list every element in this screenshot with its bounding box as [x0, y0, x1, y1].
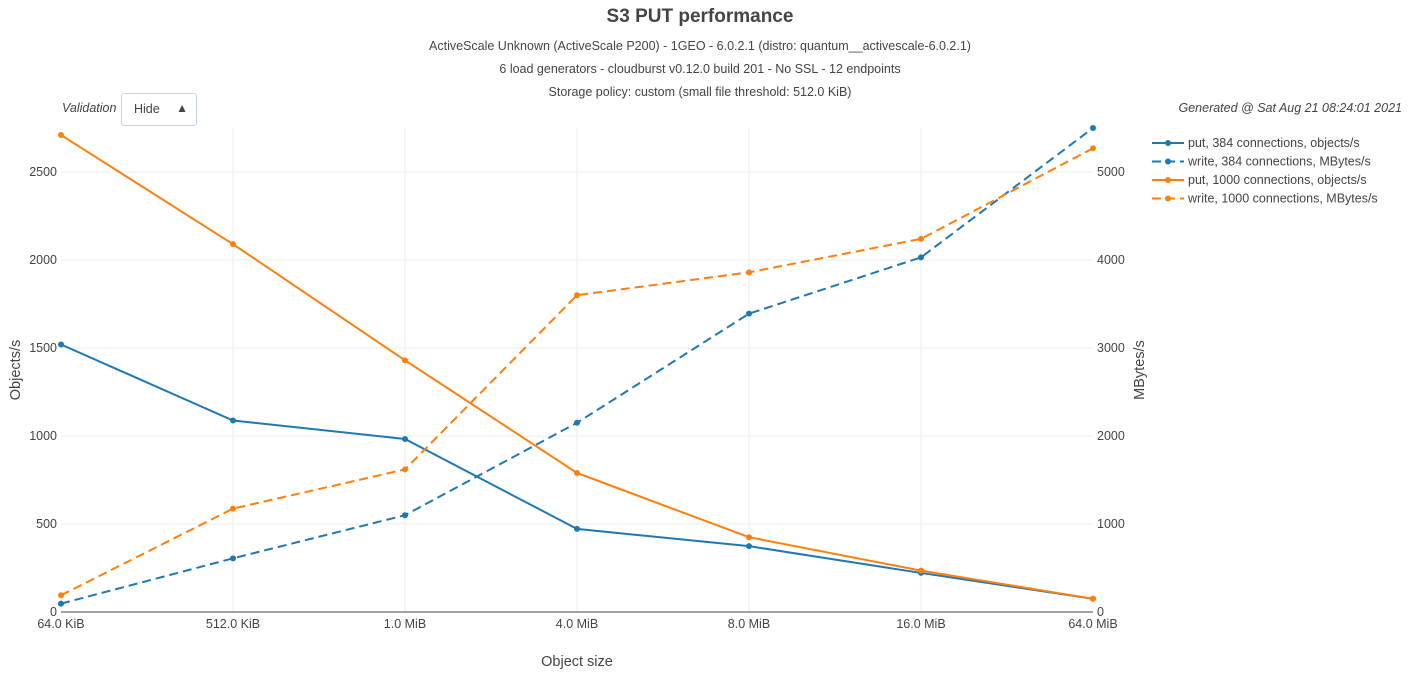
x-tick-label: 4.0 MiB	[556, 617, 598, 631]
data-point	[402, 466, 408, 473]
x-tick-label: 64.0 KiB	[37, 617, 84, 631]
y-tick-label: 1500	[29, 341, 57, 355]
data-point	[1090, 145, 1096, 152]
y2-tick-label: 0	[1097, 605, 1104, 619]
data-point	[746, 543, 752, 550]
y-tick-label: 500	[36, 517, 57, 531]
data-point	[58, 341, 64, 348]
y-tick-label: 0	[50, 605, 57, 619]
legend-label: write, 384 connections, MBytes/s	[1187, 155, 1371, 169]
y2-tick-label: 1000	[1097, 517, 1125, 531]
generated-timestamp: Generated @ Sat Aug 21 08:24:01 2021	[1178, 101, 1402, 115]
y2-tick-label: 4000	[1097, 253, 1125, 267]
data-point	[746, 269, 752, 276]
grid-lines	[61, 128, 1093, 613]
data-point	[746, 310, 752, 317]
data-point	[58, 600, 64, 607]
y-tick-label: 2500	[29, 165, 57, 179]
data-point	[918, 254, 924, 261]
data-point	[746, 534, 752, 541]
validation-dropdown-value: Hide	[134, 102, 160, 116]
legend-marker	[1165, 195, 1171, 202]
x-axis-title: Object size	[541, 654, 613, 670]
legend-marker	[1165, 140, 1171, 146]
triangle-up-icon: ▲	[176, 101, 188, 115]
x-tick-label: 512.0 KiB	[206, 617, 260, 631]
data-point	[1090, 125, 1096, 131]
y2-tick-label: 5000	[1097, 165, 1125, 179]
legend-label: put, 384 connections, objects/s	[1188, 136, 1360, 150]
data-point	[574, 525, 580, 532]
data-point	[402, 435, 408, 442]
y2-axis-title: MBytes/s	[1132, 340, 1148, 400]
y-axis-title: Objects/s	[8, 340, 24, 400]
axis-ticks: 64.0 KiB 512.0 KiB 1.0 MiB 4.0 MiB 8.0 MiB 16…	[29, 165, 1125, 631]
data-point	[402, 512, 408, 519]
y-tick-label: 2000	[29, 253, 57, 267]
data-point	[574, 292, 580, 299]
data-point	[58, 132, 64, 139]
x-tick-label: 64.0 MiB	[1068, 617, 1117, 631]
data-point	[918, 567, 924, 574]
chart-subtitle-policy: Storage policy: custom (small file thres…	[548, 85, 852, 99]
validation-label: Validation	[62, 101, 117, 115]
legend-label: put, 1000 connections, objects/s	[1188, 173, 1367, 187]
validation-dropdown[interactable]: Hide ▲	[121, 93, 197, 126]
chart-subtitle-system: ActiveScale Unknown (ActiveScale P200) -…	[429, 39, 971, 53]
data-point	[230, 555, 236, 562]
x-tick-label: 16.0 MiB	[896, 617, 945, 631]
data-point	[574, 419, 580, 426]
chart-title: S3 PUT performance	[606, 6, 794, 27]
legend-label: write, 1000 connections, MBytes/s	[1187, 192, 1378, 206]
legend-marker	[1165, 158, 1171, 165]
data-point	[574, 469, 580, 476]
chart-subtitle-load: 6 load generators - cloudburst v0.12.0 b…	[499, 62, 901, 76]
y2-tick-label: 3000	[1097, 341, 1125, 355]
data-point	[230, 505, 236, 512]
data-point	[230, 241, 236, 248]
series-lines	[58, 125, 1096, 607]
legend-marker	[1165, 177, 1171, 183]
data-point	[1090, 595, 1096, 602]
x-tick-label: 8.0 MiB	[728, 617, 770, 631]
data-point	[230, 417, 236, 424]
y-tick-label: 1000	[29, 429, 57, 443]
data-point	[918, 235, 924, 242]
data-point	[58, 592, 64, 599]
legend: put, 384 connections, objects/s write, 38…	[1152, 136, 1378, 206]
data-point	[402, 357, 408, 364]
x-tick-label: 1.0 MiB	[384, 617, 426, 631]
y2-tick-label: 2000	[1097, 429, 1125, 443]
